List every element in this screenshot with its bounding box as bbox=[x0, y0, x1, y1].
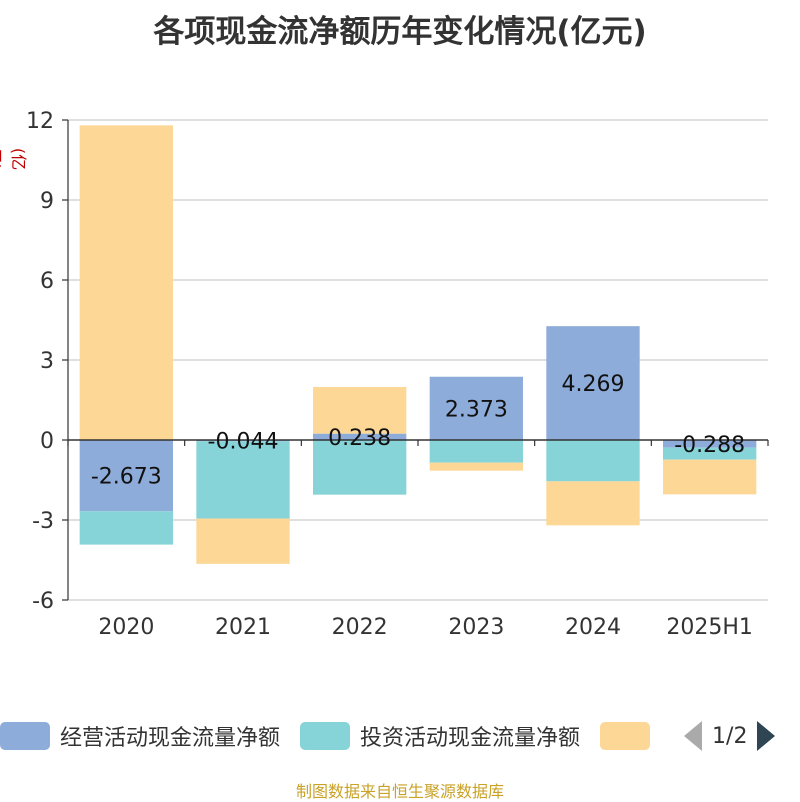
x-tick-label: 2024 bbox=[565, 615, 621, 640]
bar-2022-series-1 bbox=[313, 440, 407, 495]
bar-2024-series-1 bbox=[546, 440, 640, 482]
data-source-note: 制图数据来自恒生聚源数据库 bbox=[295, 782, 504, 801]
x-tick-label: 2020 bbox=[98, 615, 154, 640]
y-tick-label: 0 bbox=[40, 429, 54, 454]
data-label-2022: 0.238 bbox=[328, 426, 391, 451]
bars bbox=[79, 125, 757, 564]
legend-label-operating: 经营活动现金流量净额 bbox=[60, 726, 281, 751]
bar-2025H1-series-0 bbox=[663, 440, 757, 448]
x-tick-label: 2023 bbox=[448, 615, 504, 640]
y-tick-label: 6 bbox=[40, 269, 54, 294]
legend-pager: 1/2 bbox=[684, 721, 776, 751]
data-label-2024: 4.269 bbox=[562, 372, 625, 397]
y-tick-label: -3 bbox=[32, 509, 54, 534]
legend-swatch-investing bbox=[300, 722, 351, 750]
bar-2024-series-0 bbox=[546, 326, 640, 440]
legend-item-third[interactable] bbox=[600, 722, 660, 750]
bar-2023-series-0 bbox=[429, 376, 523, 440]
bar-2021-series-2 bbox=[196, 518, 290, 564]
legend-swatch-third bbox=[600, 722, 651, 750]
bar-2020-series-1 bbox=[79, 511, 173, 545]
bar-2022-series-0 bbox=[313, 433, 407, 440]
data-label-2025H1: -0.288 bbox=[674, 433, 745, 458]
bar-2024-series-2 bbox=[546, 481, 640, 526]
bar-2023-series-1 bbox=[429, 440, 523, 463]
legend-page-indicator: 1/2 bbox=[712, 723, 748, 749]
data-labels: -2.673 -0.044 0.238 2.373 4.269 -0.288 bbox=[91, 372, 745, 490]
y-tick-label: -6 bbox=[32, 589, 54, 614]
data-label-2020: -2.673 bbox=[91, 465, 162, 490]
x-tick-label: 2022 bbox=[332, 615, 388, 640]
bar-2023-series-2 bbox=[429, 462, 523, 471]
chart-plot-area: 12 9 6 3 0 -3 -6 2020 2021 2022 2023 2024 2025H1 -2.… bbox=[26, 109, 769, 640]
grid-lines bbox=[68, 119, 768, 601]
legend-swatch-operating bbox=[0, 722, 50, 750]
legend-item-operating[interactable]: 经营活动现金流量净额 bbox=[0, 720, 280, 752]
y-tick-label: 9 bbox=[40, 189, 54, 214]
chart-title: 各项现金流净额历年变化情况(亿元) bbox=[153, 14, 647, 50]
x-tick-label: 2025H1 bbox=[666, 615, 753, 640]
y-tick-label: 3 bbox=[40, 349, 54, 374]
legend-next-page-icon[interactable] bbox=[757, 721, 776, 751]
legend-label-investing: 投资活动现金流量净额 bbox=[360, 726, 581, 751]
bar-2025H1-series-1 bbox=[663, 447, 757, 460]
bar-2025H1-series-2 bbox=[663, 459, 757, 495]
data-label-2021: -0.044 bbox=[208, 430, 279, 455]
bar-2022-series-2 bbox=[313, 386, 407, 434]
legend-prev-page-icon[interactable] bbox=[684, 721, 703, 751]
axes: 12 9 6 3 0 -3 -6 2020 2021 2022 2023 2024 2025H1 bbox=[26, 109, 769, 640]
data-label-2023: 2.373 bbox=[445, 397, 508, 422]
bar-2021-series-1 bbox=[196, 441, 290, 519]
bar-2020-series-0 bbox=[79, 440, 173, 512]
y-tick-label: 12 bbox=[26, 109, 54, 134]
legend-item-investing[interactable]: 投资活动现金流量净额 bbox=[300, 720, 580, 752]
x-tick-label: 2021 bbox=[215, 615, 271, 640]
legend: 经营活动现金流量净额 投资活动现金流量净额 1/2 bbox=[0, 716, 800, 756]
bar-2020-series-2 bbox=[79, 125, 173, 440]
